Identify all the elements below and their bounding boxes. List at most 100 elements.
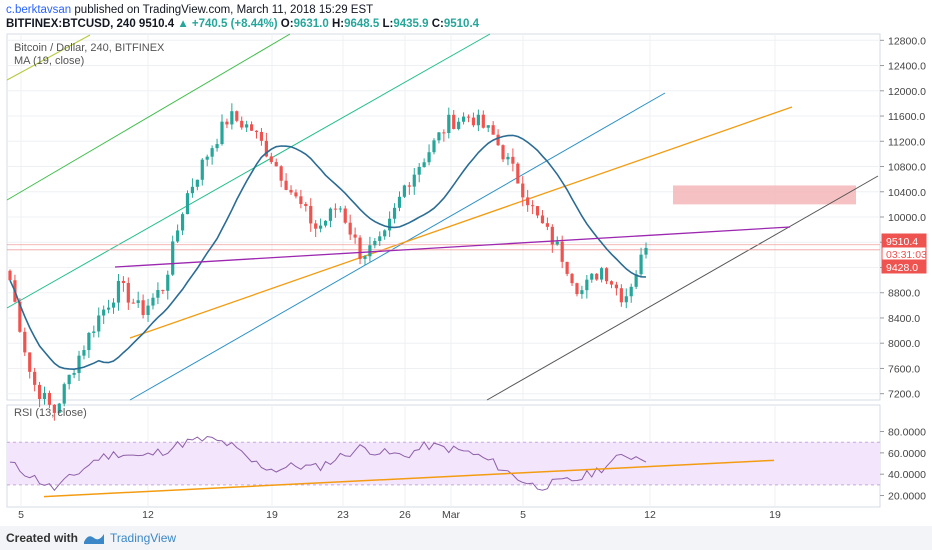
footer: Created with TradingView: [0, 526, 932, 550]
candle-body: [343, 208, 347, 223]
candle-body: [166, 274, 170, 291]
channel-line-blue: [129, 92, 666, 401]
candle-body: [363, 256, 367, 259]
candle-body: [540, 215, 545, 224]
x-tick-label: 5: [520, 509, 526, 521]
candle-body: [526, 197, 530, 206]
y-tick-label: 7200.0: [888, 389, 920, 401]
candle-body: [600, 268, 604, 280]
candle-body: [284, 180, 288, 190]
open-value: 9631.0: [293, 18, 329, 30]
ma-19-line: [9, 134, 647, 371]
candle-body: [392, 207, 397, 219]
candle-body: [111, 302, 116, 308]
candle-body: [358, 237, 362, 259]
candle-body: [259, 131, 264, 141]
candle-body: [185, 193, 190, 215]
price-change: +740.5 (+8.44%): [191, 18, 278, 30]
candle-body: [52, 404, 56, 413]
candle-body: [388, 218, 392, 231]
candle-body: [304, 203, 308, 207]
y-tick-label: 10000.0: [888, 212, 926, 224]
price-label-box: [881, 259, 927, 274]
candle-body: [299, 196, 303, 204]
author-link[interactable]: c.berktavsan: [6, 4, 72, 16]
candle-body: [590, 273, 594, 280]
candle-body: [116, 280, 121, 303]
candle-body: [136, 300, 140, 303]
y-tick-label: 12800.0: [888, 35, 926, 47]
resistance-zone: [673, 185, 856, 205]
trendline-orange: [129, 106, 793, 339]
candle-body: [8, 270, 12, 281]
candle-body: [422, 162, 426, 167]
candle-body: [309, 206, 313, 224]
rsi-y-tick-label: 80.0000: [888, 427, 926, 439]
rsi-trendline-orange: [43, 459, 775, 498]
candle-body: [481, 114, 485, 128]
candle-body: [62, 384, 66, 404]
candle-body: [476, 114, 480, 126]
candle-body: [402, 185, 407, 197]
candle-body: [102, 309, 106, 316]
candle-body: [595, 273, 599, 280]
candle-body: [126, 283, 130, 303]
chart-canvas[interactable]: 5 12 19 23 26 Mar 5 12 19 7200.0 7600.0 8000.0 8400.…: [0, 0, 932, 526]
close-label: C:: [431, 18, 444, 30]
candle-body: [92, 331, 96, 333]
candle-body: [180, 214, 185, 231]
candle-body: [442, 132, 446, 134]
candle-body: [230, 111, 234, 125]
candle-body: [121, 280, 125, 284]
candle-body: [629, 286, 633, 297]
y-tick-label: 12000.0: [888, 86, 926, 98]
last-price: 9510.4: [138, 18, 175, 30]
candle-body: [82, 350, 86, 356]
channel-line-yellow: [6, 34, 91, 81]
tradingview-logo-icon: [84, 534, 104, 544]
rsi-band: [7, 442, 880, 485]
candle-body: [516, 163, 520, 184]
rsi-indicator-label: RSI (13, close): [14, 407, 87, 419]
candle-body: [407, 185, 411, 187]
candle-body: [176, 230, 180, 242]
y-tick-label: 11600.0: [888, 111, 925, 123]
tradingview-brand[interactable]: TradingView: [110, 531, 177, 545]
candle-body: [353, 234, 357, 238]
created-with-label: Created with: [6, 531, 79, 545]
candle-body: [195, 179, 199, 187]
candle-body: [432, 140, 436, 153]
candle-body: [373, 240, 377, 246]
x-tick-label: 26: [399, 509, 411, 521]
x-tick-label: 5: [18, 509, 24, 521]
high-value: 9648.5: [344, 18, 380, 30]
channel-line-green: [6, 33, 291, 201]
y-tick-label: 10400.0: [888, 187, 926, 199]
candle-body: [141, 300, 145, 315]
candle-body: [328, 208, 333, 221]
candle-body: [161, 290, 165, 292]
candle-body: [397, 196, 402, 208]
candle-body: [33, 371, 37, 385]
candle-body: [235, 111, 239, 121]
candle-body: [72, 372, 76, 375]
candle-body: [550, 226, 554, 245]
candle-body: [634, 274, 638, 287]
candle-body: [535, 206, 540, 216]
candle-body: [264, 140, 268, 157]
candle-body: [624, 296, 628, 303]
rsi-line: [9, 435, 647, 492]
candle-body: [319, 225, 323, 229]
y-tick-label: 8400.0: [888, 313, 920, 325]
candle-body: [205, 156, 209, 160]
candle-body: [18, 301, 22, 332]
x-tick-label: 12: [644, 509, 656, 521]
candle-body: [42, 392, 47, 399]
candle-body: [348, 222, 352, 235]
candle-body: [200, 159, 204, 180]
candle-body: [639, 254, 643, 275]
candle-body: [511, 156, 515, 164]
close-value: 9510.4: [443, 18, 480, 30]
candle-body: [245, 124, 249, 128]
price-label-text: 9510.4: [886, 236, 918, 248]
